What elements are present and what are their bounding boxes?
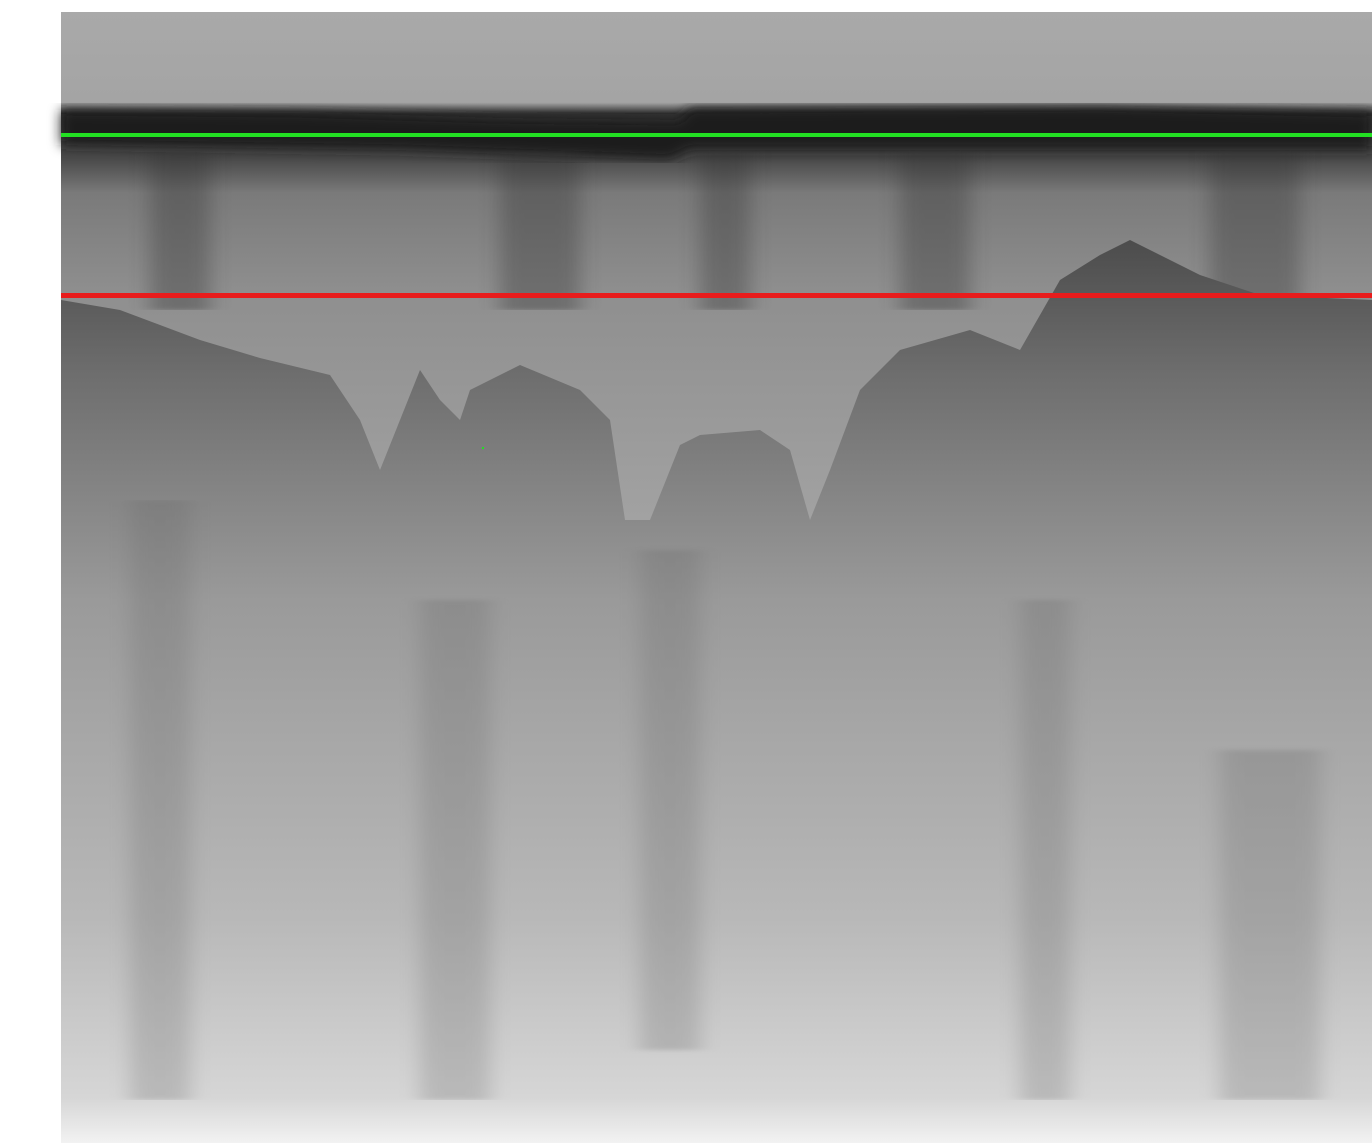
streak: [1220, 750, 1320, 1100]
page-body: [0, 0, 1372, 1143]
streak: [1020, 600, 1070, 1100]
streak: [130, 500, 190, 1100]
radargram: [0, 0, 1372, 1143]
streak: [700, 150, 750, 310]
streak: [500, 150, 580, 310]
page: {} html, body { margin: 0; padding: 0; b…: [0, 0, 1372, 1143]
reference-line: [61, 293, 1372, 298]
streak: [640, 550, 700, 1050]
streak: [420, 600, 490, 1100]
streak: [900, 150, 970, 310]
pick-dot: [482, 447, 484, 449]
surface-pick-line: [61, 133, 1372, 137]
streak: [150, 150, 210, 310]
